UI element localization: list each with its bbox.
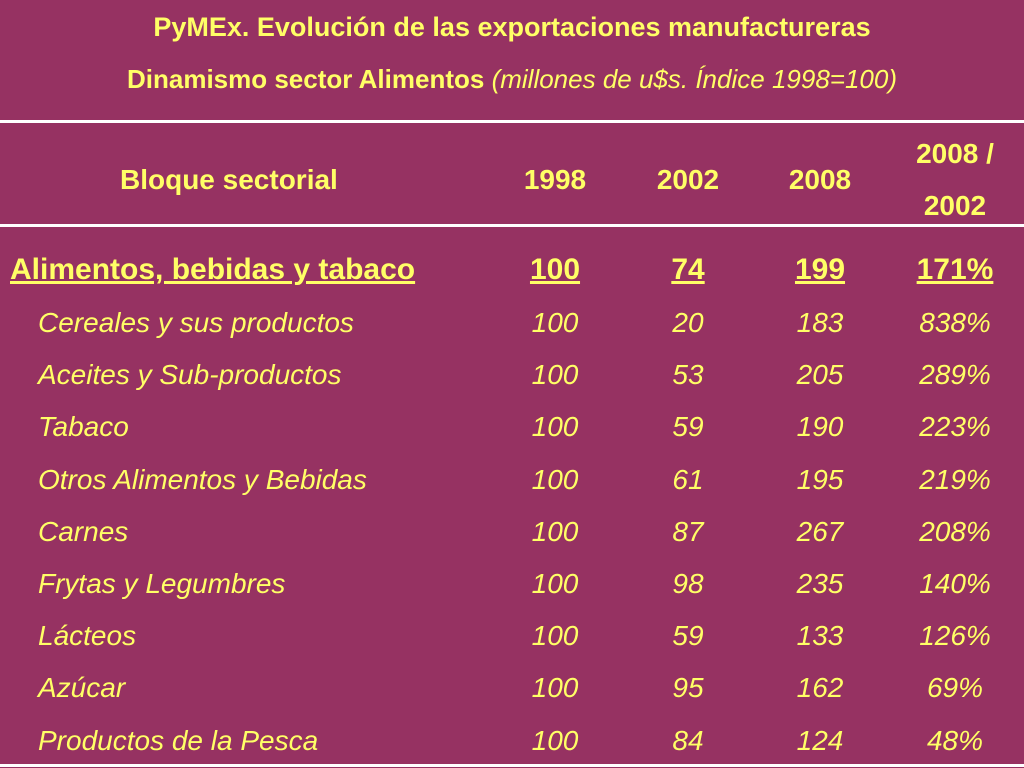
title: PyMEx. Evolución de las exportaciones ma…	[153, 12, 871, 42]
cell-value: 162	[796, 672, 844, 704]
cell-value: 100	[531, 672, 579, 704]
cell-value: 133	[796, 620, 844, 652]
cell-value: 126%	[919, 620, 991, 652]
cell-value: 100	[531, 307, 579, 338]
row-label: Cereales y sus productos	[38, 307, 354, 338]
cell-value: 53	[672, 359, 704, 391]
rule	[0, 224, 1024, 227]
cell-value: 235	[796, 568, 844, 599]
row-label: Azúcar	[38, 672, 126, 704]
cell-value: 20	[672, 307, 704, 338]
row-label: Lácteos	[38, 620, 137, 652]
row-label: Otros Alimentos y Bebidas	[38, 463, 367, 495]
cell-value: 219%	[919, 463, 991, 495]
cell-value: 59	[672, 411, 704, 443]
row-label: Aceites y Sub-productos	[38, 359, 342, 391]
row-label: Tabaco	[38, 411, 129, 443]
column-header: 2008 / 2002	[916, 138, 994, 221]
cell-value: 838%	[919, 307, 991, 338]
cell-value: 100	[531, 411, 579, 443]
column-header: 1998	[523, 164, 587, 195]
column-header: 2002	[656, 164, 720, 195]
cell-value: 171%	[916, 253, 994, 286]
cell-value: 199	[794, 253, 846, 286]
cell-value: 98	[672, 568, 704, 599]
rule	[0, 120, 1024, 123]
rule	[0, 764, 1024, 767]
cell-value: 190	[796, 411, 844, 443]
cell-value: 140%	[919, 568, 991, 599]
cell-value: 100	[531, 515, 579, 547]
row-label: Frytas y Legumbres	[38, 568, 286, 599]
row-label: Alimentos, bebidas y tabaco	[10, 253, 416, 286]
cell-value: 195	[796, 463, 844, 495]
cell-value: 59	[672, 620, 704, 652]
cell-value: 69%	[926, 672, 984, 704]
cell-value: 183	[796, 307, 844, 338]
column-header: 2008	[788, 164, 852, 195]
cell-value: 100	[531, 568, 579, 599]
cell-value: 100	[529, 253, 581, 286]
cell-value: 124	[796, 724, 844, 756]
cell-value: 208%	[919, 515, 991, 547]
cell-value: 95	[672, 672, 704, 704]
cell-value: 205	[796, 359, 844, 391]
subtitle-note: (millones de u$s. Índice 1998=100)	[491, 64, 898, 94]
cell-value: 100	[531, 359, 579, 391]
column-header: Bloque sectorial	[120, 164, 338, 195]
cell-value: 100	[531, 620, 579, 652]
cell-value: 223%	[919, 411, 991, 443]
cell-value: 74	[671, 253, 705, 286]
subtitle-main: Dinamismo sector Alimentos	[126, 64, 485, 94]
cell-value: 289%	[919, 359, 991, 391]
cell-value: 267	[796, 515, 844, 547]
cell-value: 100	[531, 724, 579, 756]
cell-value: 100	[531, 463, 579, 495]
subtitle: Dinamismo sector Alimentos (millones de …	[0, 64, 1024, 95]
cell-value: 87	[672, 515, 704, 547]
row-label: Carnes	[38, 515, 129, 547]
row-label: Productos de la Pesca	[38, 724, 319, 756]
cell-value: 61	[672, 463, 704, 495]
cell-value: 84	[672, 724, 704, 756]
cell-value: 48%	[926, 724, 984, 756]
